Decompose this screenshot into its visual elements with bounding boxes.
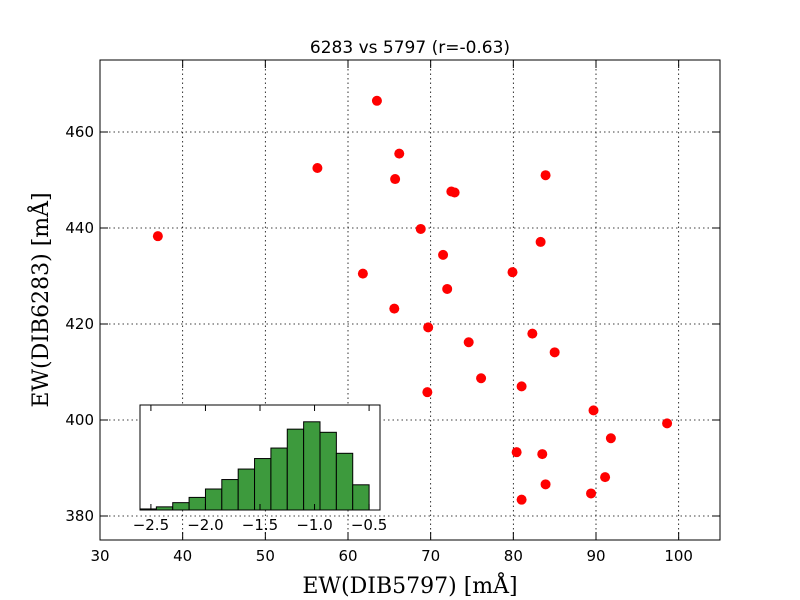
scatter-point xyxy=(390,174,401,185)
x-tick-label: 90 xyxy=(586,547,605,565)
main-tick-labels: 30 40 50 60 70 80 90 100 380 400 420 440 460 xyxy=(65,123,693,565)
histogram-bar xyxy=(221,479,239,511)
histogram-bar xyxy=(204,488,223,511)
scatter-point xyxy=(152,231,163,242)
histogram-bar xyxy=(303,421,321,511)
histogram-bar xyxy=(319,431,337,511)
scatter-point xyxy=(423,322,434,333)
scatter-point xyxy=(389,303,400,314)
scatter-point xyxy=(507,267,518,278)
scatter-point xyxy=(540,479,551,490)
scatter-point xyxy=(438,249,449,260)
x-tick-label: 60 xyxy=(338,547,357,565)
scatter-point xyxy=(394,148,405,159)
histogram-bar xyxy=(254,458,272,511)
scatter-point xyxy=(605,433,616,444)
scatter-point xyxy=(422,387,433,398)
x-tick-label: 30 xyxy=(90,547,109,565)
scatter-point xyxy=(516,494,527,505)
x-axis-label: EW(DIB5797) [mÅ] xyxy=(302,571,517,599)
y-tick-label: 400 xyxy=(65,411,94,429)
y-tick-label: 420 xyxy=(65,315,94,333)
scatter-point xyxy=(535,236,546,247)
histogram-bar xyxy=(286,428,305,511)
scatter-point xyxy=(463,337,474,348)
y-tick-label: 380 xyxy=(65,507,94,525)
scatter-point xyxy=(476,373,487,384)
inset-x-tick-label: −2.0 xyxy=(187,516,223,534)
histogram-bar xyxy=(188,496,206,511)
scatter-point xyxy=(527,328,538,339)
main-ticks xyxy=(99,60,720,540)
x-tick-label: 70 xyxy=(421,547,440,565)
scatter-point xyxy=(516,381,527,392)
x-tick-label: 80 xyxy=(504,547,523,565)
histogram-bar xyxy=(172,502,190,511)
scatter-point xyxy=(586,488,597,499)
scatter-point xyxy=(588,405,599,416)
y-tick-label: 440 xyxy=(65,219,94,237)
scatter-point xyxy=(511,447,522,458)
scatter-point xyxy=(357,268,368,279)
histogram-bar xyxy=(335,452,354,511)
chart-title: 6283 vs 5797 (r=-0.63) xyxy=(310,38,510,58)
scatter-point xyxy=(600,472,611,483)
inset-x-tick-label: −1.0 xyxy=(296,516,332,534)
histogram-bar xyxy=(270,447,288,511)
scatter-point xyxy=(449,187,460,198)
scatter-point xyxy=(312,163,323,173)
x-tick-label: 100 xyxy=(664,547,693,565)
x-tick-label: 40 xyxy=(173,547,192,565)
scatter-point xyxy=(537,449,548,460)
histogram-bar xyxy=(237,468,256,511)
y-axis-label: EW(DIB6283) [mÅ] xyxy=(26,192,54,407)
inset-frame xyxy=(139,404,381,511)
inset-tick-labels: −2.5 −2.0 −1.5 −1.0 −0.5 xyxy=(133,516,388,534)
inset-x-tick-label: −1.5 xyxy=(242,516,278,534)
inset-ticks xyxy=(150,405,370,510)
scatter-point xyxy=(371,95,382,106)
main-plot-frame xyxy=(99,59,721,541)
scatter-point xyxy=(662,418,673,429)
inset-x-tick-label: −2.5 xyxy=(133,516,169,534)
scatter-point xyxy=(549,347,560,358)
y-tick-label: 460 xyxy=(65,123,94,141)
x-tick-label: 50 xyxy=(256,547,275,565)
scatter-point xyxy=(442,283,453,294)
inset-x-tick-label: −0.5 xyxy=(351,516,387,534)
scatter-point xyxy=(415,223,426,234)
scatter-points xyxy=(152,95,673,505)
scatter-point xyxy=(540,170,551,181)
inset-histogram: −2.5 −2.0 −1.5 −1.0 −0.5 xyxy=(133,404,388,534)
histogram-bar xyxy=(352,484,370,511)
